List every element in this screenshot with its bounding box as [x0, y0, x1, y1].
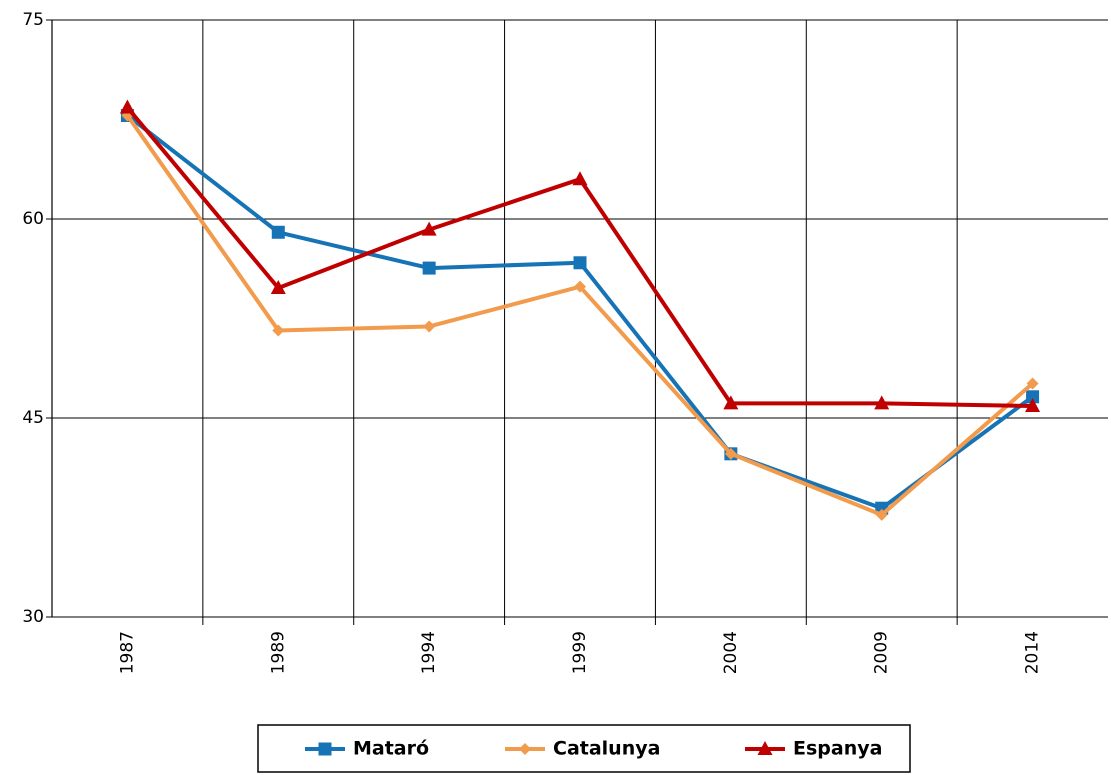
legend-label: Catalunya [553, 738, 660, 760]
x-tick-label: 1994 [419, 631, 439, 674]
point-marker [1025, 398, 1041, 413]
x-tick-label: 1999 [570, 631, 590, 674]
point-marker [421, 221, 437, 236]
point-marker [1026, 390, 1040, 404]
x-tick-label: 1989 [268, 631, 288, 674]
legend-label: Espanya [793, 738, 882, 760]
point-marker [1026, 377, 1039, 390]
legend-marker [519, 743, 531, 755]
legend-box [257, 724, 911, 773]
legend-marker [757, 741, 773, 755]
legend-marker [318, 742, 332, 756]
y-tick-label: 75 [22, 10, 44, 30]
y-tick-label: 45 [22, 408, 44, 428]
x-tick-label: 1987 [117, 631, 137, 674]
point-marker [573, 256, 587, 270]
point-marker [272, 324, 285, 337]
point-marker [874, 395, 890, 410]
legend-label: Mataró [353, 738, 429, 760]
point-marker [271, 225, 285, 239]
point-marker [119, 99, 135, 114]
x-tick-label: 2009 [872, 631, 892, 674]
point-marker [572, 171, 588, 186]
y-tick-label: 60 [22, 209, 44, 229]
point-marker [875, 508, 888, 521]
x-tick-label: 2014 [1023, 631, 1043, 674]
point-marker [270, 279, 286, 294]
point-marker [422, 261, 436, 275]
point-marker [724, 447, 737, 460]
y-tick-label: 30 [22, 607, 44, 627]
point-marker [574, 280, 586, 293]
point-marker [723, 395, 739, 410]
point-marker [423, 320, 436, 333]
x-tick-label: 2004 [721, 631, 741, 674]
